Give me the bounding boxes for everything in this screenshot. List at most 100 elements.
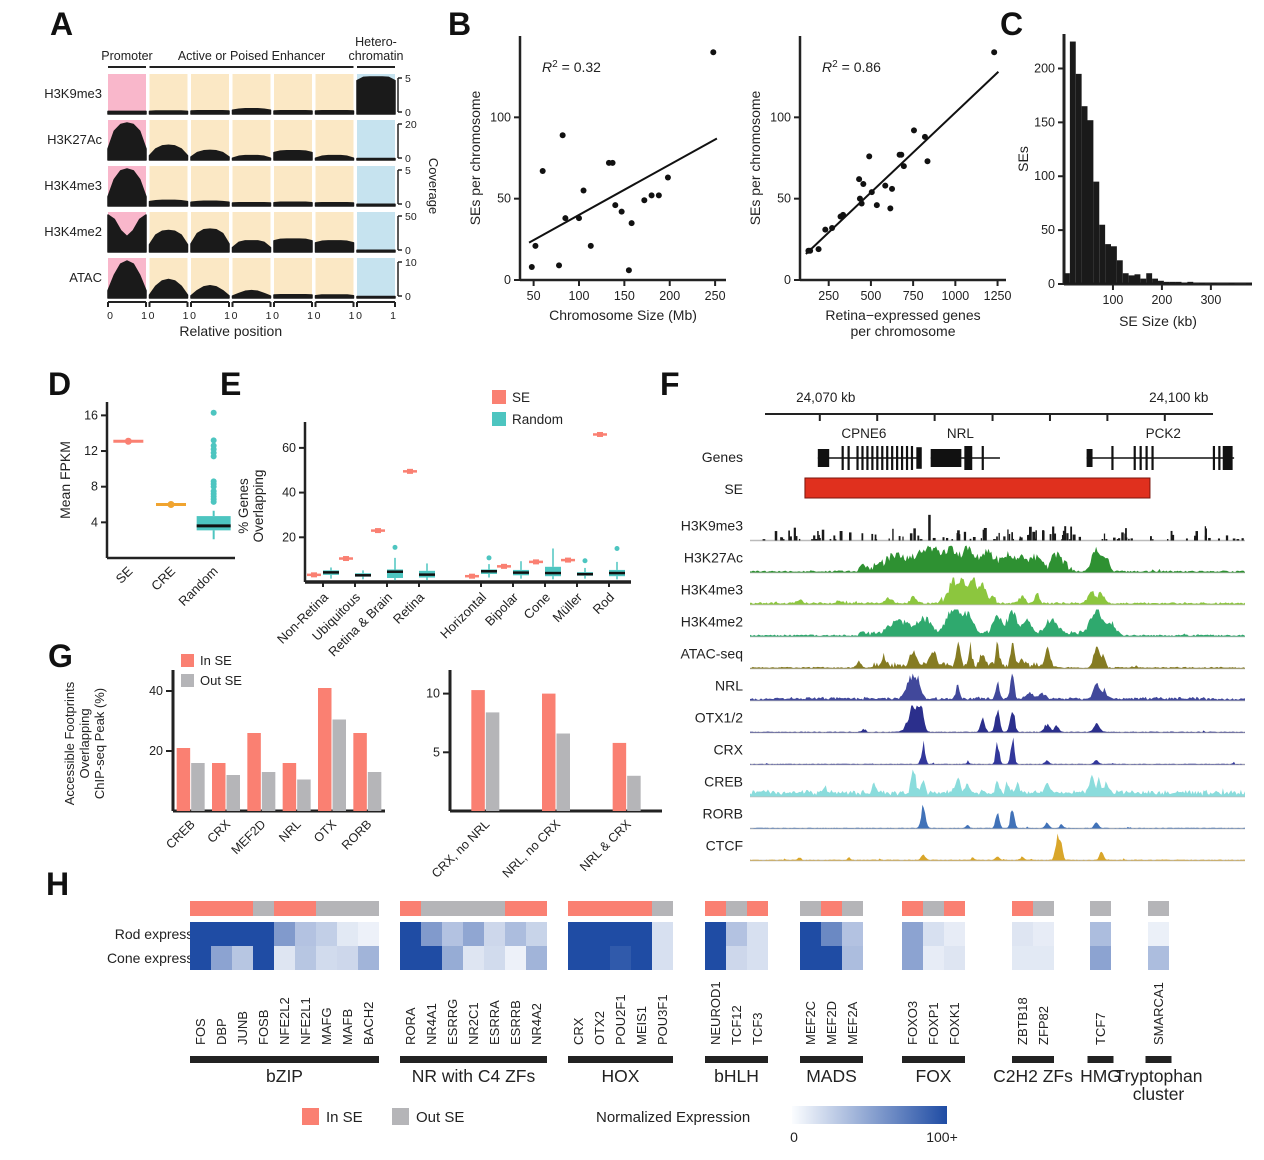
svg-text:0: 0 [356, 310, 362, 322]
svg-text:0: 0 [1048, 277, 1055, 291]
tf-label: OTX2 [592, 1011, 607, 1045]
svg-text:50: 50 [1041, 223, 1055, 237]
group-name: bZIP [266, 1066, 303, 1086]
svg-text:200: 200 [1151, 293, 1172, 307]
coverage-cell [231, 74, 272, 115]
in-se-bar [318, 688, 332, 811]
cone-expression-cell [337, 946, 358, 970]
track-label: CRX [713, 742, 743, 758]
svg-text:100: 100 [569, 289, 590, 303]
coverage-cell [148, 74, 189, 115]
cone-expression-cell [358, 946, 379, 970]
signal-track-otx1-2 [750, 705, 1245, 734]
cone-expression-cell [842, 946, 863, 970]
panel-e-label: E [220, 366, 242, 402]
category-label: RORB [339, 817, 374, 852]
y-axis-label: ChIP-seq Peak (%) [92, 688, 107, 799]
se-status-cell [842, 901, 863, 916]
tf-label: POU2F1 [613, 994, 628, 1045]
svg-text:200: 200 [659, 289, 680, 303]
svg-text:50: 50 [527, 289, 541, 303]
panel-f-label: F [660, 366, 680, 402]
rod-expression-cell [747, 922, 768, 946]
row-label: H3K4me3 [44, 178, 102, 193]
tf-label: JUNB [235, 1011, 250, 1045]
rod-expression-cell [463, 922, 484, 946]
cone-expression-cell [232, 946, 253, 970]
cone-expression-cell [747, 946, 768, 970]
svg-text:100: 100 [1103, 293, 1124, 307]
e-category [339, 556, 371, 580]
panel-c-histogram-se-size: 0 50 100 150 200 100 200 300 SEs SE Size (kb) [1015, 34, 1252, 329]
expression-gradient [792, 1106, 947, 1124]
svg-text:150: 150 [1034, 115, 1055, 129]
row-label: ATAC [69, 270, 102, 285]
category-label: CRE [148, 563, 178, 593]
track-label: H3K27Ac [684, 550, 743, 566]
rod-expression-cell [274, 922, 295, 946]
svg-text:1: 1 [141, 310, 147, 322]
track-label: H3K9me3 [681, 518, 743, 534]
cone-expression-cell [463, 946, 484, 970]
out-se-bar [261, 772, 276, 811]
svg-text:Rod expression: Rod expression [115, 926, 212, 942]
coverage-cell [190, 74, 230, 115]
tf-label: FOXO3 [905, 1001, 920, 1045]
out-se-bar [627, 775, 641, 811]
tf-group: MEF2C MEF2D MEF2A MADS [800, 901, 863, 1086]
se-status-cell [358, 901, 379, 916]
tf-label: RORA [403, 1007, 418, 1045]
rod-expression-cell [705, 922, 726, 946]
tf-label: NFE2L2 [277, 997, 292, 1045]
svg-text:50: 50 [497, 192, 511, 206]
panel-b-label: B [448, 6, 472, 42]
rod-expression-cell [358, 922, 379, 946]
cone-expression-cell [190, 946, 211, 970]
se-status-cell [1033, 901, 1054, 916]
rod-expression-cell [337, 922, 358, 946]
rod-expression-cell [190, 922, 211, 946]
svg-text:1: 1 [349, 310, 355, 322]
tf-label: CRX [571, 1017, 586, 1045]
coverage-cell [190, 120, 230, 161]
svg-text:R2 = 0.32: R2 = 0.32 [542, 59, 601, 75]
svg-text:12: 12 [84, 444, 98, 458]
svg-text:0: 0 [107, 310, 113, 322]
svg-text:200: 200 [1034, 61, 1055, 75]
svg-text:0: 0 [273, 310, 279, 322]
coverage-cell [190, 258, 230, 299]
svg-text:0: 0 [405, 199, 411, 211]
svg-text:1000: 1000 [941, 289, 969, 303]
group-name: Tryptophan [1115, 1066, 1203, 1086]
tf-label: MEF2D [824, 1001, 839, 1045]
out-se-bar [332, 719, 346, 811]
group-name: C2H2 ZFs [993, 1066, 1073, 1086]
svg-text:CPNE6: CPNE6 [841, 426, 886, 441]
panel-g-label: G [48, 638, 73, 674]
category-label: CRX, no NRL [429, 817, 492, 880]
row-label: H3K27Ac [47, 132, 102, 147]
in-se-bar [212, 763, 226, 811]
out-se-bar [297, 779, 311, 811]
histogram-bars [1064, 41, 1252, 284]
se-status-cell [505, 901, 526, 916]
coverage-cell [190, 212, 230, 253]
cone-expression-cell [295, 946, 316, 970]
svg-text:1: 1 [266, 310, 272, 322]
svg-text:8: 8 [91, 480, 98, 494]
svg-text:1250: 1250 [984, 289, 1012, 303]
svg-text:100: 100 [490, 110, 511, 124]
tf-label: ZBTB18 [1015, 997, 1030, 1045]
tf-group: RORA NR4A1 ESRRG NR2C1 ESRRA ESRRB NR4A2 NR wit… [400, 901, 547, 1086]
svg-text:0: 0 [405, 107, 411, 119]
e-category [593, 431, 625, 580]
svg-text:0: 0 [405, 153, 411, 165]
se-status-cell [400, 901, 421, 916]
track-label: CTCF [706, 838, 743, 854]
category-label: Cone [521, 590, 554, 623]
rod-expression-cell [589, 922, 610, 946]
se-status-cell [190, 901, 211, 916]
se-status-cell [944, 901, 965, 916]
e-legend: SE Random [492, 390, 563, 427]
